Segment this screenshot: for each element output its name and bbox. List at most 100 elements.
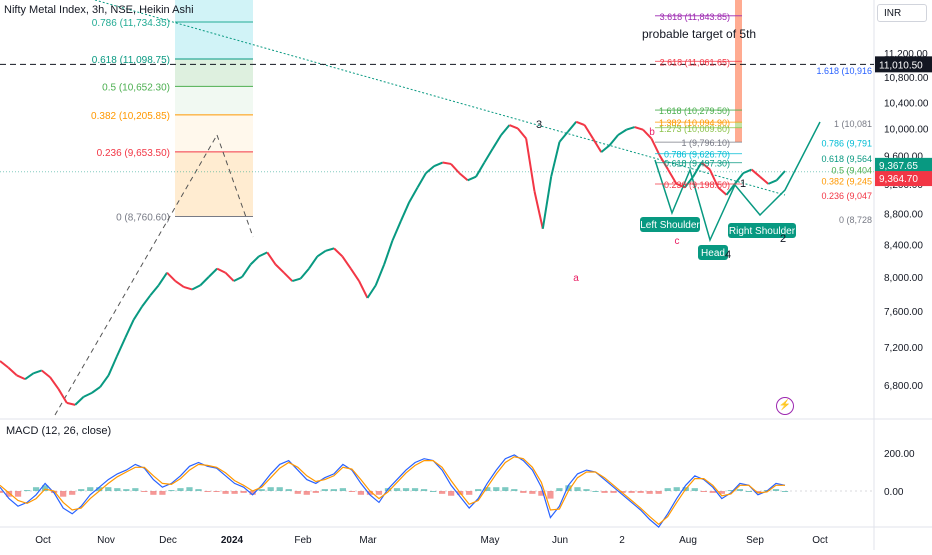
macd-histogram-bar <box>348 491 356 492</box>
chart-title: Nifty Metal Index, 3h, NSE, Heikin Ashi <box>4 4 194 16</box>
time-axis-tick: Nov <box>97 535 115 546</box>
macd-histogram-bar <box>691 488 698 491</box>
macd-histogram-bar <box>294 491 301 494</box>
price-candle-segment <box>258 251 268 258</box>
macd-histogram-bar <box>231 491 238 494</box>
wave-4-label: 4 <box>725 249 731 261</box>
price-candle-segment <box>166 272 177 282</box>
macd-histogram-bar <box>493 487 500 491</box>
price-candle-segment <box>124 319 135 339</box>
price-axis-tick: 8,000.00 <box>884 273 923 284</box>
price-axis-tick: 9,600.00 <box>884 152 923 163</box>
macd-histogram-bar <box>448 491 455 496</box>
price-candle-segment <box>241 263 252 278</box>
macd-histogram-bar <box>709 491 716 493</box>
time-axis-tick: Sep <box>746 535 764 546</box>
price-candle-segment <box>149 284 160 297</box>
macd-histogram-bar <box>511 489 518 491</box>
macd-histogram-bar <box>14 491 22 497</box>
macd-histogram-bar <box>303 491 310 495</box>
currency-button[interactable]: INR <box>877 4 927 22</box>
macd-histogram-bar <box>475 489 482 491</box>
price-candle-segment <box>700 161 711 171</box>
price-candle-segment <box>116 337 127 357</box>
fib-left-label: 0.618 (11,098.75) <box>92 55 170 66</box>
macd-histogram-bar <box>520 491 527 493</box>
macd-histogram-bar <box>547 491 554 499</box>
wave-1-label: 1 <box>740 178 746 190</box>
price-candle-segment <box>41 369 51 378</box>
macd-histogram-bar <box>32 487 40 491</box>
head-label: Head <box>701 248 725 259</box>
price-candle-segment <box>7 366 18 377</box>
price-candle-segment <box>141 294 152 308</box>
price-candle-segment <box>349 268 360 282</box>
macd-histogram-bar <box>87 487 94 491</box>
price-candle-segment <box>174 280 185 288</box>
fib-ext-label: 0.236 (9,198.50) <box>664 180 730 190</box>
macd-histogram-bar <box>186 487 193 491</box>
price-candle-segment <box>667 169 678 185</box>
fib-ext-label: 0.618 (9,497.30) <box>664 159 730 169</box>
price-candle-segment <box>692 162 703 178</box>
price-level-tag <box>875 56 932 73</box>
left-shoulder-label-box <box>640 217 700 232</box>
fib-right-label: 0.5 (9,404 <box>831 165 872 175</box>
price-candle-segment <box>583 124 594 139</box>
macd-histogram-bar <box>529 491 536 494</box>
macd-histogram-bar <box>366 491 374 495</box>
macd-histogram-bar <box>727 490 734 492</box>
price-candle-segment <box>132 306 143 321</box>
wave-2-label: 2 <box>780 233 786 245</box>
macd-histogram-bar <box>222 491 229 494</box>
price-candle-segment <box>57 388 68 404</box>
macd-histogram-bar <box>213 491 220 492</box>
flash-icon[interactable]: ⚡ <box>776 397 794 415</box>
macd-label: MACD (12, 26, close) <box>6 425 112 437</box>
macd-histogram-bar <box>439 491 446 494</box>
price-candle-segment <box>208 267 218 278</box>
price-candle-segment <box>525 138 536 192</box>
wave-c-label: c <box>675 236 680 247</box>
macd-histogram-bar <box>772 489 780 491</box>
macd-histogram-bar <box>619 491 626 493</box>
macd-histogram-bar <box>637 491 644 493</box>
price-candle-segment <box>325 247 335 252</box>
macd-histogram-bar <box>754 491 762 493</box>
price-candle-segment <box>333 247 344 258</box>
macd-axis-tick: 0.00 <box>884 487 904 498</box>
macd-axis-tick: 200.00 <box>884 449 915 460</box>
macd-histogram-bar <box>466 491 473 495</box>
time-axis-tick: Aug <box>679 535 697 546</box>
price-candle-segment <box>191 284 201 291</box>
macd-histogram-bar <box>69 491 76 495</box>
macd-histogram-bar <box>132 488 139 491</box>
macd-histogram-bar <box>78 489 85 491</box>
macd-histogram-bar <box>673 487 680 491</box>
fib-right-label: 1.618 (10,916 <box>816 66 872 76</box>
price-tag-box <box>875 157 932 173</box>
macd-histogram-bar <box>610 491 617 493</box>
price-candle-segment <box>742 168 752 175</box>
price-candle-segment <box>299 267 310 280</box>
macd-histogram-bar <box>592 491 599 492</box>
price-candle-segment <box>425 165 435 174</box>
price-candle-segment <box>199 276 210 286</box>
macd-histogram-bar <box>502 487 509 491</box>
macd-histogram-bar <box>321 489 328 491</box>
macd-histogram-bar <box>375 491 383 495</box>
fib-ext-label: 2.618 (11,061.65) <box>660 57 730 67</box>
fib-left-band <box>175 151 253 217</box>
macd-histogram-bar <box>123 489 130 491</box>
extension-band <box>735 121 742 128</box>
macd-histogram-bar <box>745 491 753 492</box>
macd-histogram-bar <box>393 488 401 491</box>
price-candle-segment <box>717 186 728 196</box>
price-candle-segment <box>734 172 745 185</box>
price-candle-segment <box>458 172 469 182</box>
fib-ext-label: 1 (9,796.10) <box>681 138 730 148</box>
price-candle-segment <box>283 272 293 282</box>
time-axis-tick: 2 <box>619 535 625 546</box>
